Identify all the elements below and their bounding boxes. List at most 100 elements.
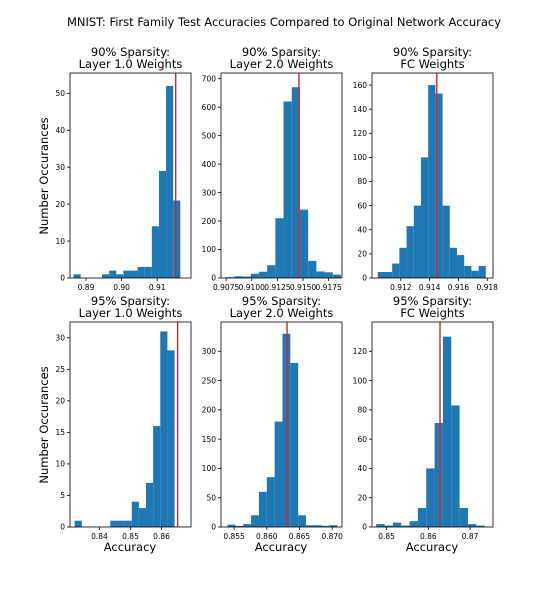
y-tick-label: 200 [202, 406, 217, 415]
histogram-bar [434, 423, 443, 527]
histogram-bar [243, 524, 252, 527]
y-tick-label: 100 [202, 245, 217, 254]
histogram-bar [324, 272, 333, 278]
y-tick-label: 140 [353, 105, 368, 114]
y-tick-label: 30 [55, 333, 65, 342]
histogram-bar [123, 270, 131, 278]
y-tick-label: 15 [55, 428, 65, 437]
histogram-bar [299, 209, 309, 278]
y-tick-label: 40 [357, 464, 367, 473]
histogram-bar [417, 507, 427, 527]
histogram-bar [258, 271, 268, 278]
x-tick-label: 0.85 [378, 532, 395, 541]
histogram-bar [464, 265, 472, 278]
y-tick-label: 300 [202, 347, 217, 356]
histogram-bar [329, 525, 338, 527]
histogram-bar [399, 247, 407, 278]
x-tick-label: 0.912 [390, 283, 412, 292]
y-tick-label: 120 [353, 129, 368, 138]
x-tick-label: 0.89 [78, 283, 95, 292]
y-tick-label: 40 [357, 225, 367, 234]
histogram-bar [153, 426, 161, 527]
x-tick-label: 0.9100 [239, 283, 265, 292]
x-tick-label: 0.84 [91, 532, 108, 541]
histogram-bar [392, 263, 400, 278]
y-axis-label-bottom: Number Occurances [37, 366, 51, 483]
y-tick-label: 20 [55, 397, 65, 406]
subplot-5: 0 50 100 150 200 250 300 0.855 0.860 0.865 0.870 95… [202, 294, 343, 541]
y-tick-label: 300 [202, 188, 217, 197]
histogram-bar [258, 491, 267, 527]
histogram-bar [234, 276, 243, 278]
histogram-bar [442, 205, 450, 278]
subplot-3: 0 20 40 60 80 100 120 140 160 0.912 0.914 0.916 0.91… [353, 45, 499, 292]
figure-title: MNIST: First Family Test Accuracies Comp… [67, 15, 501, 29]
histogram-bar [227, 524, 236, 527]
histogram-bar [420, 157, 429, 278]
histogram-bar [102, 274, 110, 278]
x-tick-label: 0.91 [149, 283, 166, 292]
subplot-title-line-2: Layer 2.0 Weights [230, 57, 334, 71]
histogram-bar [226, 277, 235, 278]
histogram-bar [459, 507, 468, 527]
y-tick-label: 200 [202, 217, 217, 226]
y-tick-label: 50 [55, 89, 65, 98]
histogram-bar [471, 270, 479, 278]
histogram-bar [274, 421, 283, 527]
histogram-bar [476, 525, 485, 527]
axes-frame [371, 321, 494, 528]
y-tick-label: 60 [357, 435, 367, 444]
subplot-title-line-1: 95% Sparsity: [91, 294, 170, 308]
histogram-bar [409, 521, 418, 527]
y-tick-label: 10 [55, 237, 65, 246]
histogram-bar [332, 274, 341, 278]
y-tick-label: 40 [55, 126, 65, 135]
histogram-bar [401, 525, 410, 527]
y-tick-label: 10 [55, 460, 65, 469]
histogram-bar [291, 87, 300, 279]
y-tick-label: 100 [353, 376, 368, 385]
histogram-bar [137, 266, 145, 278]
x-tick-label: 0.870 [321, 532, 343, 541]
histogram-bar [266, 477, 275, 527]
subplot-title-line-1: 90% Sparsity: [393, 45, 472, 59]
x-tick-label: 0.865 [289, 532, 311, 541]
axes-frame [69, 72, 192, 279]
histogram-bar [160, 331, 168, 527]
histogram-bar [250, 273, 259, 278]
x-tick-label: 0.916 [448, 283, 470, 292]
histogram-bar [167, 350, 175, 527]
subplot-4: 0 5 10 15 20 25 30 0.84 0.85 0.86 95% Sparsity:Lay… [55, 294, 192, 541]
histogram-bar [449, 247, 457, 278]
y-tick-label: 120 [353, 347, 368, 356]
histogram-bar [413, 205, 421, 278]
y-tick-label: 20 [357, 493, 367, 502]
histogram-bar [116, 274, 124, 278]
histogram-bar [146, 482, 154, 527]
x-tick-label: 0.85 [122, 532, 139, 541]
x-axis-label-2: Accuracy [255, 540, 308, 554]
histogram-bar [173, 200, 181, 278]
y-tick-label: 250 [202, 376, 217, 385]
subplot-title-line-2: Layer 1.0 Weights [79, 306, 183, 320]
axes-frame [220, 72, 343, 279]
x-tick-label: 0.9125 [264, 283, 290, 292]
histogram-bar [275, 218, 284, 278]
subplot-title-line-2: FC Weights [400, 306, 464, 320]
subplot-title-line-1: 90% Sparsity: [242, 45, 321, 59]
subplot-title-line-2: FC Weights [400, 57, 464, 71]
y-tick-label: 600 [202, 103, 217, 112]
histogram-bar [442, 336, 452, 527]
histogram-bar [313, 525, 322, 527]
histogram-bar [131, 501, 139, 527]
x-axis-label-3: Accuracy [406, 540, 459, 554]
histogram-bar [251, 515, 259, 527]
y-tick-label: 100 [353, 153, 368, 162]
histogram-bar [124, 520, 132, 527]
y-tick-label: 100 [202, 464, 217, 473]
histogram-bar [74, 520, 82, 527]
y-tick-label: 0 [211, 523, 216, 532]
y-tick-label: 5 [60, 491, 65, 500]
y-tick-label: 700 [202, 74, 217, 83]
axes-frame [371, 72, 494, 279]
